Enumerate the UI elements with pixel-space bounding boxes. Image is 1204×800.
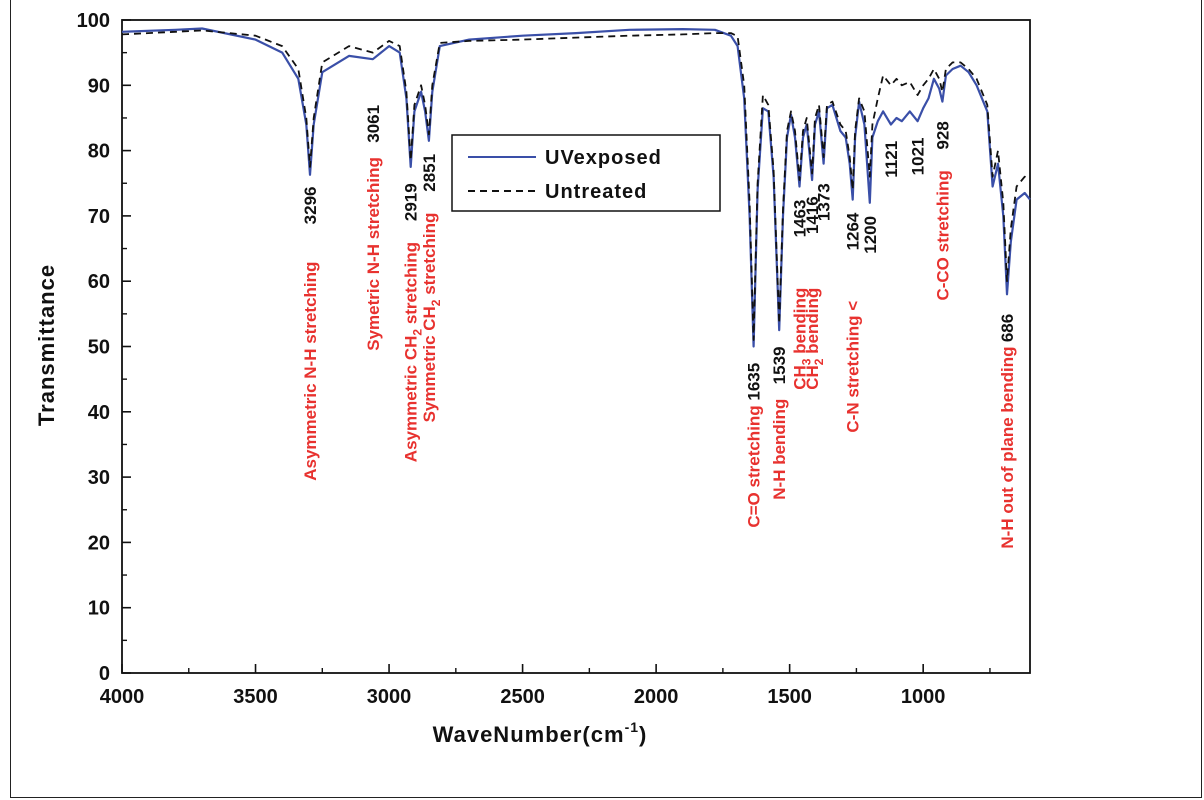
x-tick-label-1000: 1000 — [901, 686, 946, 708]
x-tick-label-3000: 3000 — [367, 686, 412, 708]
assignment-label-7: CH2 bending — [803, 288, 826, 390]
assignment-label-10: N-H out of plane bending — [998, 347, 1017, 549]
assignment-label-3: Symmetric CH2 stretching — [420, 213, 443, 423]
peak-label-2851: 2851 — [420, 154, 439, 192]
figure-frame — [10, 0, 1202, 798]
peak-label-3296: 3296 — [301, 187, 320, 225]
y-tick-label-100: 100 — [77, 10, 110, 32]
peak-label-1264: 1264 — [844, 212, 863, 250]
peak-label-1416: 1416 — [803, 196, 822, 234]
x-axis-title-main: WaveNumber(cm — [433, 722, 625, 747]
legend-box — [451, 134, 721, 212]
peak-label-1373: 1373 — [815, 183, 834, 221]
plot-area-border — [121, 19, 1031, 674]
y-tick-label-70: 70 — [88, 206, 110, 228]
assignment-label-9: C-CO stretching — [933, 170, 952, 300]
y-tick-label-60: 60 — [88, 271, 110, 293]
x-axis-title: WaveNumber(cm-1) — [433, 719, 648, 747]
x-tick-label-3500: 3500 — [233, 686, 278, 708]
legend: UVexposed Untreated — [451, 134, 721, 212]
assignment-label-6: CH3 bending — [791, 288, 814, 390]
y-tick-label-50: 50 — [88, 337, 110, 359]
legend-label-untreated: Untreated — [545, 181, 647, 203]
peak-label-1121: 1121 — [882, 141, 901, 178]
assignment-label-8: C-N stretching < — [844, 301, 863, 433]
x-tick-label-4000: 4000 — [100, 686, 145, 708]
y-axis-title: Transmittance — [34, 264, 59, 426]
peak-label-1021: 1021 — [909, 138, 928, 176]
x-tick-label-2000: 2000 — [634, 686, 679, 708]
x-tick-label-2500: 2500 — [500, 686, 545, 708]
assignment-label-0: Asymmetric N-H stretching — [301, 262, 320, 481]
peak-label-686: 686 — [998, 314, 1017, 342]
series-line-untreated — [121, 29, 1031, 341]
peak-label-1200: 1200 — [861, 216, 880, 254]
assignment-label-5: N-H bending — [770, 399, 789, 500]
x-axis-title-sup: -1 — [625, 719, 639, 735]
y-tick-label-30: 30 — [88, 467, 110, 489]
peak-label-1539: 1539 — [770, 347, 789, 385]
peak-label-3061: 3061 — [364, 105, 383, 143]
peak-label-2919: 2919 — [402, 183, 421, 221]
y-tick-label-90: 90 — [88, 75, 110, 97]
y-tick-label-20: 20 — [88, 532, 110, 554]
assignment-label-2: Asymmetric CH2 stretching — [402, 242, 425, 462]
y-tick-label-0: 0 — [99, 663, 110, 685]
legend-label-uvexposed: UVexposed — [545, 147, 662, 169]
x-tick-label-1500: 1500 — [767, 686, 812, 708]
y-tick-label-40: 40 — [88, 402, 110, 424]
y-tick-label-10: 10 — [88, 598, 110, 620]
peak-label-1635: 1635 — [745, 363, 764, 401]
peak-label-928: 928 — [933, 121, 952, 149]
y-tick-label-80: 80 — [88, 141, 110, 163]
x-axis-title-end: ) — [639, 722, 647, 747]
assignment-label-1: Symetric N-H stretching — [364, 157, 383, 351]
peak-label-1463: 1463 — [791, 200, 810, 238]
assignment-label-4: C=O stretching — [745, 405, 764, 527]
